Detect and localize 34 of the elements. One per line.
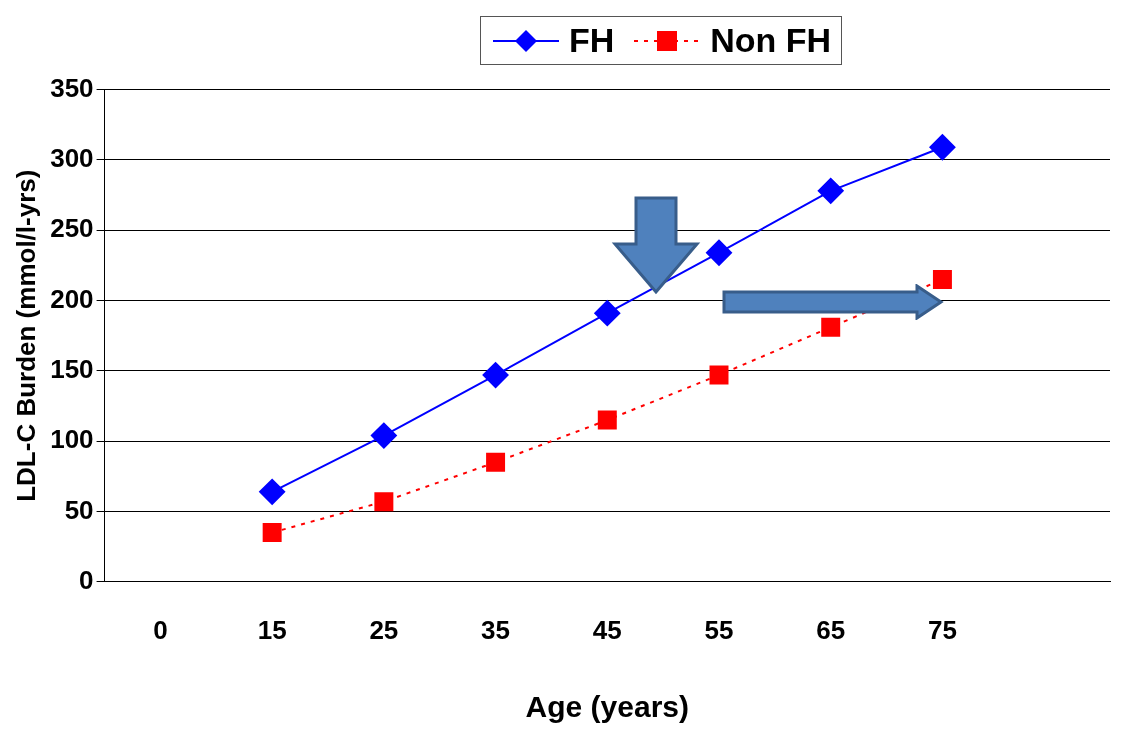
y-tick-label: 350 — [50, 72, 94, 103]
y-tick-label: 150 — [50, 354, 94, 385]
x-tick-label: 75 — [927, 614, 957, 645]
point — [929, 134, 956, 161]
x-tick-label: 25 — [369, 614, 399, 645]
y-tick-label: 100 — [50, 424, 94, 455]
point — [932, 269, 952, 289]
point — [597, 410, 617, 430]
y-tick-label: 250 — [50, 213, 94, 244]
x-tick-label: 45 — [592, 614, 622, 645]
point — [594, 300, 621, 327]
point — [821, 317, 841, 337]
x-tick-label: 55 — [704, 614, 734, 645]
legend-label: FH — [567, 21, 615, 60]
point — [817, 177, 844, 204]
point — [486, 452, 506, 472]
y-tick-label: 50 — [64, 494, 94, 525]
x-tick-label: 65 — [816, 614, 846, 645]
point — [482, 362, 509, 389]
point — [259, 478, 286, 505]
x-axis-title: Age (years) — [525, 690, 689, 724]
point — [374, 492, 394, 512]
legend-label: Non FH — [709, 21, 832, 60]
x-tick-label: 35 — [481, 614, 511, 645]
point — [370, 422, 397, 449]
y-axis-title: LDL-C Burden (mmol/l-yrs) — [10, 169, 41, 502]
y-tick-label: 300 — [50, 143, 94, 174]
point — [709, 365, 729, 385]
y-tick-label: 0 — [79, 564, 94, 595]
x-tick-label: 15 — [257, 614, 287, 645]
x-tick-label: 0 — [153, 614, 168, 645]
y-tick-label: 200 — [50, 283, 94, 314]
point — [706, 239, 732, 266]
point — [262, 523, 282, 543]
